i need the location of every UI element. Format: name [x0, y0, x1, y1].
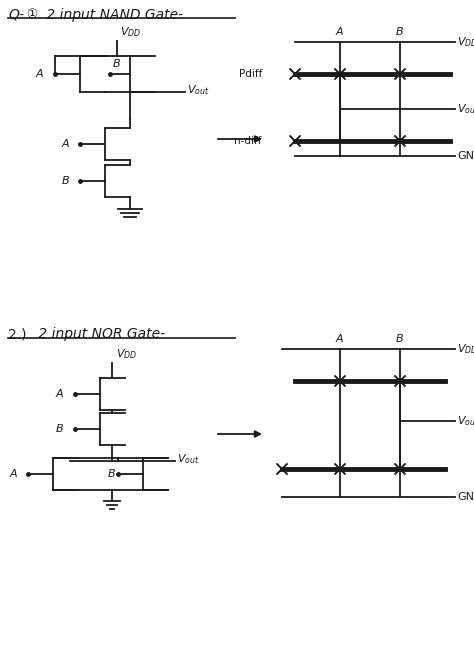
Text: GND: GND [457, 151, 474, 161]
Text: GND: GND [457, 492, 474, 502]
Text: 2 input NOR Gate-: 2 input NOR Gate- [34, 327, 165, 341]
Text: A: A [10, 469, 18, 479]
Text: $V_{out}$: $V_{out}$ [177, 452, 200, 466]
Text: $V_{DD}$: $V_{DD}$ [116, 347, 137, 361]
Text: A: A [336, 334, 344, 344]
Text: A: A [36, 69, 44, 79]
Text: $V_{out}$: $V_{out}$ [457, 102, 474, 116]
Text: B: B [396, 334, 404, 344]
Text: B: B [108, 469, 116, 479]
Text: n-diff: n-diff [235, 136, 262, 146]
Text: B: B [113, 59, 120, 69]
Text: 2.): 2.) [8, 327, 27, 341]
Text: A: A [56, 389, 64, 399]
Text: $V_{out}$: $V_{out}$ [457, 414, 474, 428]
Text: $V_{DD}$: $V_{DD}$ [120, 25, 141, 39]
Text: Q-: Q- [8, 8, 24, 22]
Text: B: B [396, 27, 404, 37]
Text: A: A [62, 139, 70, 149]
Text: $V_{DD}$: $V_{DD}$ [457, 342, 474, 356]
Text: A: A [336, 27, 344, 37]
Text: 2 input NAND Gate-: 2 input NAND Gate- [42, 8, 183, 22]
Text: B: B [56, 424, 64, 434]
Text: Pdiff: Pdiff [238, 69, 262, 79]
Text: B: B [62, 176, 70, 186]
Text: $V_{out}$: $V_{out}$ [187, 83, 210, 97]
Text: ①: ① [26, 8, 37, 21]
Text: $V_{DD}$: $V_{DD}$ [457, 35, 474, 49]
